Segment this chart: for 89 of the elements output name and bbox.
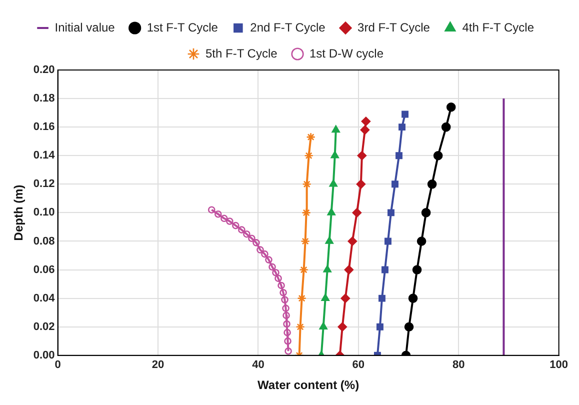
point [352,208,362,218]
point [441,122,451,132]
point [297,294,306,303]
y-tick-label: 0.14 [33,150,56,162]
y-tick-label: 0.16 [33,121,55,134]
point [226,218,234,225]
point [243,230,250,238]
point [248,234,256,242]
point [381,266,388,274]
y-tick-label: 0.00 [33,349,55,362]
point [272,268,280,276]
point [256,246,264,254]
point [332,125,340,133]
point [274,274,282,282]
point [388,209,394,216]
legend-label: 3rd F-T Cycle [358,20,430,34]
point [340,294,350,303]
point [265,256,272,264]
point [416,236,426,246]
y-tick-label: 0.18 [33,92,55,105]
point [283,320,290,328]
y-tick-label: 0.08 [33,235,55,248]
legend-label: 4th F-T Cycle [462,20,534,34]
point [319,322,328,330]
point [282,312,290,320]
x-tick-label: 0 [54,359,61,372]
y-tick-label: 0.04 [33,292,56,304]
point [321,294,330,301]
y-tick-label: 0.06 [33,264,55,276]
point [327,208,336,216]
x-tick-label: 80 [452,359,465,372]
point [404,322,414,332]
x-tick-label: 60 [352,359,365,372]
point [446,102,456,112]
legend-label: 1st F-T Cycle [146,20,218,34]
point [348,236,358,246]
point [325,236,334,244]
point [208,206,216,214]
point [284,337,292,345]
point [402,110,408,118]
point [398,124,406,131]
point [232,222,240,230]
legend-label: 2nd F-T Cycle [250,20,326,34]
point [220,214,228,222]
y-axis-title: Depth (m) [12,184,26,241]
point [284,347,292,355]
y-tick-label: 0.20 [33,64,55,76]
point [330,150,339,158]
point [281,296,288,304]
point [304,150,314,160]
point [284,328,291,336]
point [361,116,371,126]
x-tick-label: 20 [152,359,164,372]
y-tick-label: 0.10 [33,206,55,219]
point [329,180,338,187]
point [268,263,276,271]
point [323,265,332,272]
legend-label: Initial value [54,20,116,34]
y-tick-label: 0.12 [33,178,55,190]
x-tick-label: 40 [252,359,264,372]
point [280,288,287,296]
point [356,180,366,189]
point [408,294,418,303]
point [282,304,290,312]
y-tick-label: 0.02 [33,320,55,333]
legend-label: 1st D-W cycle [310,46,384,60]
point [412,265,422,274]
point [427,180,437,189]
legend-label: 5th F-T Cycle [205,46,278,60]
point [357,150,367,160]
x-axis-title: Water content (%) [258,378,360,392]
point [384,238,392,245]
point [238,226,246,234]
point [296,322,305,332]
point [360,125,370,135]
point [338,322,348,332]
point [306,132,316,142]
point [252,239,260,246]
point [261,250,268,258]
point [214,210,222,218]
point [376,323,384,330]
x-tick-label: 100 [550,359,568,372]
point [421,208,431,218]
point [433,150,443,160]
point [344,265,354,274]
point [378,294,386,302]
point [396,152,402,160]
point [392,180,398,188]
point [278,282,285,290]
